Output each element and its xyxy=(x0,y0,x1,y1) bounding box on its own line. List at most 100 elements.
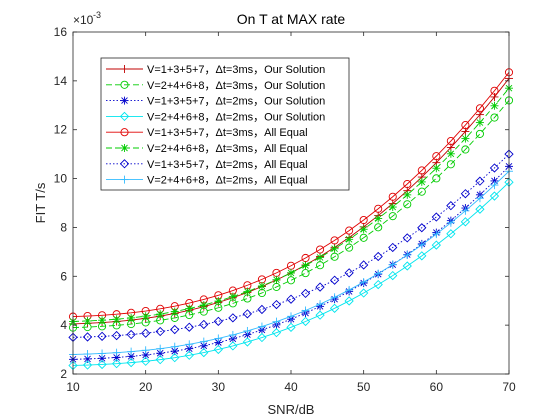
x-tick-label: 30 xyxy=(212,380,226,394)
data-point xyxy=(490,181,499,190)
data-point xyxy=(127,313,136,322)
legend-marker xyxy=(120,128,129,137)
data-point xyxy=(490,101,499,110)
series-8 xyxy=(69,167,513,359)
legend-entry: V=2+4+6+8，Δt=3ms，Our Solution xyxy=(106,80,325,92)
data-point xyxy=(228,292,237,301)
axes: 10 20 30 40 50 60 70 2 4 6 8 10 12 14 16 xyxy=(54,25,516,394)
data-point xyxy=(461,206,470,215)
legend-marker xyxy=(120,80,129,89)
data-point xyxy=(315,310,325,320)
data-point xyxy=(141,346,150,355)
data-point xyxy=(228,330,237,339)
data-point xyxy=(402,261,412,271)
legend-entry: V=1+3+5+7，Δt=2ms，All Equal xyxy=(106,159,308,171)
series-7 xyxy=(68,149,514,342)
data-point xyxy=(403,200,412,209)
x-axis-label: SNR/dB xyxy=(268,402,315,417)
data-point xyxy=(287,312,295,321)
data-point xyxy=(242,309,253,319)
data-point xyxy=(417,251,427,261)
series-6 xyxy=(69,84,513,326)
y-tick-label: 14 xyxy=(54,74,68,88)
data-point xyxy=(97,359,107,370)
data-point xyxy=(170,307,179,316)
data-point xyxy=(359,260,369,270)
data-point xyxy=(213,344,223,355)
data-point xyxy=(170,353,180,363)
data-point xyxy=(301,261,310,270)
y-axis-label: FIT T/s xyxy=(33,182,48,223)
data-point xyxy=(330,293,339,302)
data-point xyxy=(257,322,266,331)
data-point xyxy=(388,212,397,221)
data-point xyxy=(432,152,441,161)
y-tick-label: 4 xyxy=(60,318,67,332)
data-point xyxy=(388,203,397,212)
legend-entry: V=2+4+6+8，Δt=3ms，All Equal xyxy=(106,143,308,155)
data-point xyxy=(475,176,485,186)
data-point xyxy=(112,348,121,357)
data-point xyxy=(316,253,325,262)
data-point xyxy=(316,261,325,270)
data-point xyxy=(460,189,471,199)
data-point xyxy=(98,316,107,325)
data-point xyxy=(431,212,441,222)
data-point xyxy=(403,179,412,189)
data-point xyxy=(242,337,253,347)
data-point xyxy=(170,342,179,351)
data-point xyxy=(432,230,441,239)
data-point xyxy=(127,347,136,356)
data-point xyxy=(199,301,208,310)
data-point xyxy=(374,204,383,213)
data-point xyxy=(97,331,107,342)
data-point xyxy=(475,118,484,127)
data-point xyxy=(417,166,426,175)
data-point xyxy=(271,328,282,338)
data-point xyxy=(417,223,427,233)
data-point xyxy=(345,285,354,294)
data-point xyxy=(359,278,368,287)
data-point xyxy=(272,317,281,326)
legend-marker xyxy=(119,111,130,122)
data-point xyxy=(359,215,368,225)
data-point xyxy=(184,350,194,360)
data-point xyxy=(213,316,223,326)
data-point xyxy=(417,187,426,196)
legend-label: V=1+3+5+7，Δt=3ms，All Equal xyxy=(147,127,308,139)
x-tick-label: 40 xyxy=(284,380,298,394)
data-point xyxy=(185,304,194,313)
data-point xyxy=(475,204,485,214)
legend-label: V=1+3+5+7，Δt=3ms，Our Solution xyxy=(147,64,325,76)
data-point xyxy=(243,326,252,335)
legend-entry: V=2+4+6+8，Δt=2ms，All Equal xyxy=(106,175,308,187)
data-point xyxy=(489,191,500,201)
data-point xyxy=(446,136,455,146)
data-point xyxy=(461,145,470,154)
data-point xyxy=(199,337,208,346)
data-point xyxy=(111,359,122,369)
legend-marker xyxy=(119,159,130,169)
data-point xyxy=(417,177,426,186)
data-point xyxy=(330,236,339,245)
y-exponent-base: ×10 xyxy=(73,13,94,27)
data-point xyxy=(83,316,92,325)
data-point xyxy=(344,268,354,278)
data-point xyxy=(330,244,339,253)
legend-box xyxy=(100,57,350,191)
data-point xyxy=(287,268,295,277)
data-point xyxy=(156,344,165,353)
data-point xyxy=(286,294,296,304)
y-tick-label: 2 xyxy=(60,367,67,381)
data-point xyxy=(112,315,121,324)
data-point xyxy=(359,233,368,242)
legend-label: V=1+3+5+7，Δt=2ms，Our Solution xyxy=(147,96,325,108)
legend-marker xyxy=(120,96,129,105)
data-point xyxy=(345,226,354,235)
legend-marker xyxy=(120,65,129,73)
data-point xyxy=(316,245,325,254)
data-point xyxy=(359,288,369,298)
data-point xyxy=(373,279,383,290)
data-point xyxy=(490,113,499,122)
